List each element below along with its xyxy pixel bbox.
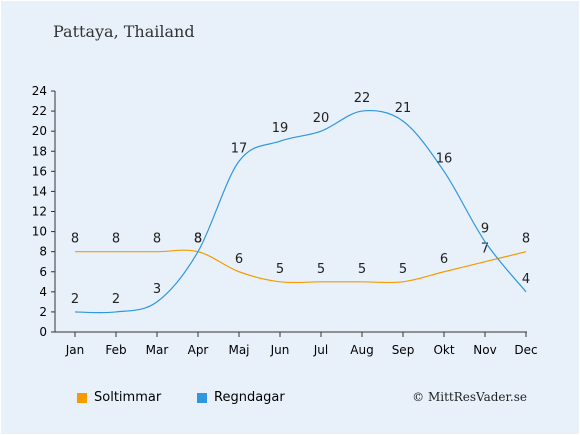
data-label-soltimmar: 8 xyxy=(112,232,120,247)
data-label-regndagar: 2 xyxy=(112,292,120,307)
x-tick-label: Nov xyxy=(473,343,496,357)
data-label-soltimmar: 6 xyxy=(235,252,243,267)
data-label-soltimmar: 8 xyxy=(194,232,202,247)
data-label-soltimmar: 5 xyxy=(358,262,366,277)
legend-swatch-soltimmar xyxy=(77,392,87,403)
y-tick-label: 24 xyxy=(32,84,47,98)
data-label-regndagar: 20 xyxy=(313,111,330,126)
x-tick-label: Jan xyxy=(65,343,85,357)
legend-swatch-regndagar xyxy=(197,392,207,403)
y-tick-label: 14 xyxy=(32,184,47,198)
data-label-regndagar: 2 xyxy=(71,292,79,307)
y-tick-label: 0 xyxy=(39,325,47,339)
y-tick-label: 16 xyxy=(32,164,47,178)
data-label-regndagar: 17 xyxy=(231,141,248,156)
legend-label-regndagar: Regndagar xyxy=(214,390,285,405)
chart-title: Pattaya, Thailand xyxy=(53,22,195,41)
y-tick-label: 2 xyxy=(39,305,47,319)
x-tick-label: Okt xyxy=(433,343,454,357)
data-label-soltimmar: 7 xyxy=(481,242,489,257)
legend-item-soltimmar: Soltimmar xyxy=(77,390,161,405)
y-tick-label: 6 xyxy=(39,265,47,279)
data-label-soltimmar: 8 xyxy=(153,232,161,247)
x-tick-label: Apr xyxy=(188,343,209,357)
y-tick-label: 8 xyxy=(39,245,47,259)
y-tick-label: 12 xyxy=(32,205,47,219)
x-tick-label: Mar xyxy=(146,343,169,357)
series-line-soltimmar xyxy=(74,249,527,284)
x-tick-label: Aug xyxy=(350,343,373,357)
x-tick-label: Feb xyxy=(105,343,126,357)
data-label-regndagar: 3 xyxy=(153,282,161,297)
legend-item-regndagar: Regndagar xyxy=(197,390,285,405)
y-tick-label: 18 xyxy=(32,144,47,158)
data-label-regndagar: 8 xyxy=(194,232,202,247)
x-tick-label: Sep xyxy=(392,343,415,357)
y-tick-label: 10 xyxy=(32,225,47,239)
x-tick-label: Jul xyxy=(313,343,328,357)
data-label-soltimmar: 5 xyxy=(317,262,325,277)
y-tick-label: 22 xyxy=(32,104,47,118)
credit-text: © MittResVader.se xyxy=(412,390,527,404)
data-label-soltimmar: 5 xyxy=(276,262,284,277)
data-label-soltimmar: 8 xyxy=(71,232,79,247)
x-tick-label: Maj xyxy=(228,343,249,357)
data-label-regndagar: 9 xyxy=(481,222,489,237)
data-label-regndagar: 16 xyxy=(436,151,453,166)
x-tick-label: Dec xyxy=(514,343,537,357)
x-tick-label: Jun xyxy=(270,343,290,357)
data-label-regndagar: 19 xyxy=(272,121,289,136)
legend-label-soltimmar: Soltimmar xyxy=(94,390,162,405)
data-label-regndagar: 21 xyxy=(395,101,412,116)
data-label-regndagar: 22 xyxy=(354,91,371,106)
series-line-regndagar xyxy=(74,109,527,314)
data-label-regndagar: 4 xyxy=(522,272,530,287)
data-label-soltimmar: 8 xyxy=(522,232,530,247)
y-tick-label: 20 xyxy=(32,124,47,138)
y-tick-label: 4 xyxy=(39,285,47,299)
data-label-soltimmar: 5 xyxy=(399,262,407,277)
data-label-soltimmar: 6 xyxy=(440,252,448,267)
